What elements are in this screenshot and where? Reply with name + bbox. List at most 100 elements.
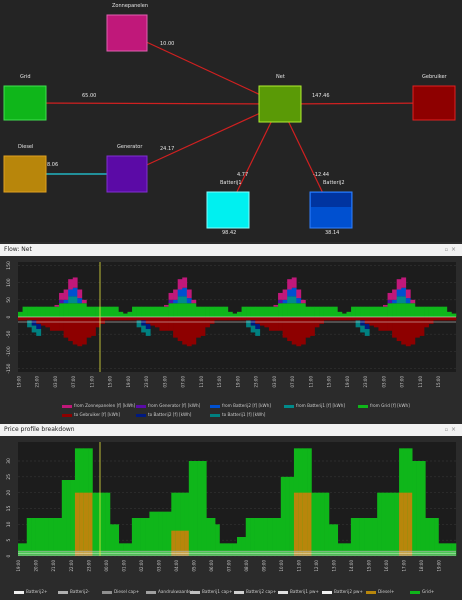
- bar-positive: [291, 277, 297, 288]
- legend-swatch: [136, 404, 146, 408]
- bar-negative: [218, 317, 224, 321]
- legend-item[interactable]: from Zonnepanelen [f] [kWh]: [62, 403, 135, 408]
- grid-bar: [127, 543, 133, 556]
- legend-item[interactable]: from Batterij1 [f] [kWh]: [284, 403, 345, 408]
- bar-positive: [191, 299, 197, 304]
- legend-item[interactable]: Batterij2-: [58, 589, 90, 594]
- bar-positive: [241, 306, 247, 317]
- grid-bar: [96, 492, 102, 556]
- bar-positive: [360, 306, 366, 317]
- legend-item[interactable]: Batterij1 pw+: [278, 589, 319, 594]
- bar-positive: [127, 311, 133, 317]
- node-generator[interactable]: Generator: [106, 144, 148, 193]
- bar-negative: [360, 320, 366, 326]
- x-tick-label: 07:00: [226, 560, 231, 572]
- bar-negative: [136, 317, 142, 321]
- bar-negative: [182, 317, 188, 345]
- y-tick-label: 20: [6, 490, 12, 496]
- bar-negative: [250, 320, 256, 326]
- price-chart[interactable]: 0 5 10 15 20 25 30 19:00 20:00 21:00 22:00 23:00 00:…: [0, 436, 462, 586]
- diesel-bar: [171, 530, 176, 556]
- legend-item[interactable]: to Gebruiker [f] [kWh]: [62, 412, 120, 417]
- grid-bar: [228, 543, 233, 556]
- x-tick-label: 07:00: [290, 376, 295, 388]
- bar-positive: [168, 299, 174, 304]
- bar-negative: [332, 317, 338, 321]
- node-batterij1[interactable]: Batterij1 98.42: [206, 180, 250, 236]
- grid-bar: [237, 537, 242, 556]
- legend-item[interactable]: Batterij1 cap+: [190, 589, 232, 594]
- bar-negative: [428, 317, 434, 324]
- legend-item[interactable]: Diesel cap+: [102, 589, 139, 594]
- x-tick-label: 09:00: [261, 560, 266, 572]
- float-icon[interactable]: ▫: [444, 247, 448, 253]
- edge-label: -12.44: [313, 172, 329, 178]
- edge-label: 8.06: [47, 162, 58, 168]
- legend-item[interactable]: to Batterij1 [f] [kWh]: [210, 412, 265, 417]
- bar-positive: [122, 313, 128, 317]
- bar-positive: [232, 313, 238, 317]
- node-diesel[interactable]: Diesel: [3, 144, 47, 193]
- flow-chart[interactable]: -150 -100 -50 0 50 100 150 19:00 23:00 03:00 07:00…: [0, 256, 462, 402]
- legend-item[interactable]: Batterij2 cap+: [234, 589, 276, 594]
- x-tick-label: 18:00: [419, 560, 424, 572]
- grid-bar: [342, 543, 347, 556]
- legend-item[interactable]: Grid+: [410, 589, 434, 594]
- bar-negative: [27, 320, 32, 328]
- bar-positive: [369, 306, 375, 317]
- legend-item[interactable]: from Generator [f] [kWh]: [136, 403, 200, 408]
- flow-legend: from Zonnepanelen [f] [kWh] from Generato…: [0, 403, 462, 423]
- legend-item[interactable]: from Batterij2 [f] [kWh]: [210, 403, 271, 408]
- bar-positive: [291, 303, 297, 317]
- grid-bar: [145, 518, 150, 556]
- legend-item[interactable]: Diesel+: [366, 589, 394, 594]
- legend-item[interactable]: to Batterij2 [f] [kWh]: [136, 412, 191, 417]
- close-icon[interactable]: ×: [450, 426, 456, 433]
- bar-negative: [310, 317, 315, 336]
- bar-positive: [314, 306, 320, 317]
- float-icon[interactable]: ▫: [444, 427, 448, 433]
- grid-bar: [328, 524, 334, 556]
- bar-negative: [173, 317, 178, 338]
- bar-negative: [118, 317, 124, 321]
- diesel-bar: [184, 530, 190, 556]
- bar-negative: [91, 317, 96, 336]
- grid-bar: [136, 518, 141, 556]
- node-zonnepanelen[interactable]: Zonnepanelen: [106, 3, 148, 52]
- legend-item[interactable]: Aandrukwaarde+: [146, 589, 195, 594]
- bar-positive: [59, 299, 64, 304]
- bar-positive: [392, 303, 397, 317]
- node-box: [106, 155, 148, 193]
- bar-positive: [168, 303, 174, 317]
- bar-negative: [237, 317, 242, 321]
- bar-negative: [150, 317, 156, 326]
- node-batterij2[interactable]: Batterij2 38.14: [309, 180, 353, 236]
- grid-bar: [289, 476, 295, 556]
- bar-positive: [246, 306, 251, 317]
- node-box: [3, 155, 47, 193]
- legend-swatch: [210, 404, 220, 408]
- close-icon[interactable]: ×: [450, 246, 456, 253]
- bar-positive: [287, 279, 293, 290]
- legend-item[interactable]: from Grid [f] [kWh]: [358, 403, 410, 408]
- bar-positive: [182, 296, 188, 304]
- bar-positive: [72, 277, 78, 288]
- bar-positive: [437, 306, 443, 317]
- node-grid[interactable]: Grid: [3, 74, 47, 121]
- node-gebruiker[interactable]: Gebruiker: [412, 74, 456, 121]
- flow-panel-title: Flow: Net: [4, 246, 32, 253]
- grid-bar: [39, 518, 45, 556]
- node-net[interactable]: Net: [258, 74, 302, 123]
- bar-negative: [351, 317, 356, 321]
- legend-item[interactable]: Batterij2 pw+: [322, 589, 363, 594]
- bar-positive: [392, 289, 397, 300]
- grid-bar: [101, 492, 106, 556]
- bar-negative: [49, 317, 55, 331]
- bar-positive: [323, 306, 329, 317]
- bar-positive: [164, 304, 169, 307]
- bar-positive: [68, 296, 74, 304]
- legend-item[interactable]: Batterij2+: [14, 589, 48, 594]
- legend-swatch: [190, 590, 200, 594]
- legend-swatch: [62, 404, 72, 408]
- bar-negative: [291, 317, 297, 345]
